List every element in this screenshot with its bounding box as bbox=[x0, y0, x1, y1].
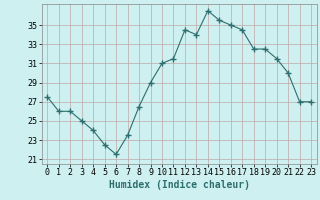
X-axis label: Humidex (Indice chaleur): Humidex (Indice chaleur) bbox=[109, 180, 250, 190]
